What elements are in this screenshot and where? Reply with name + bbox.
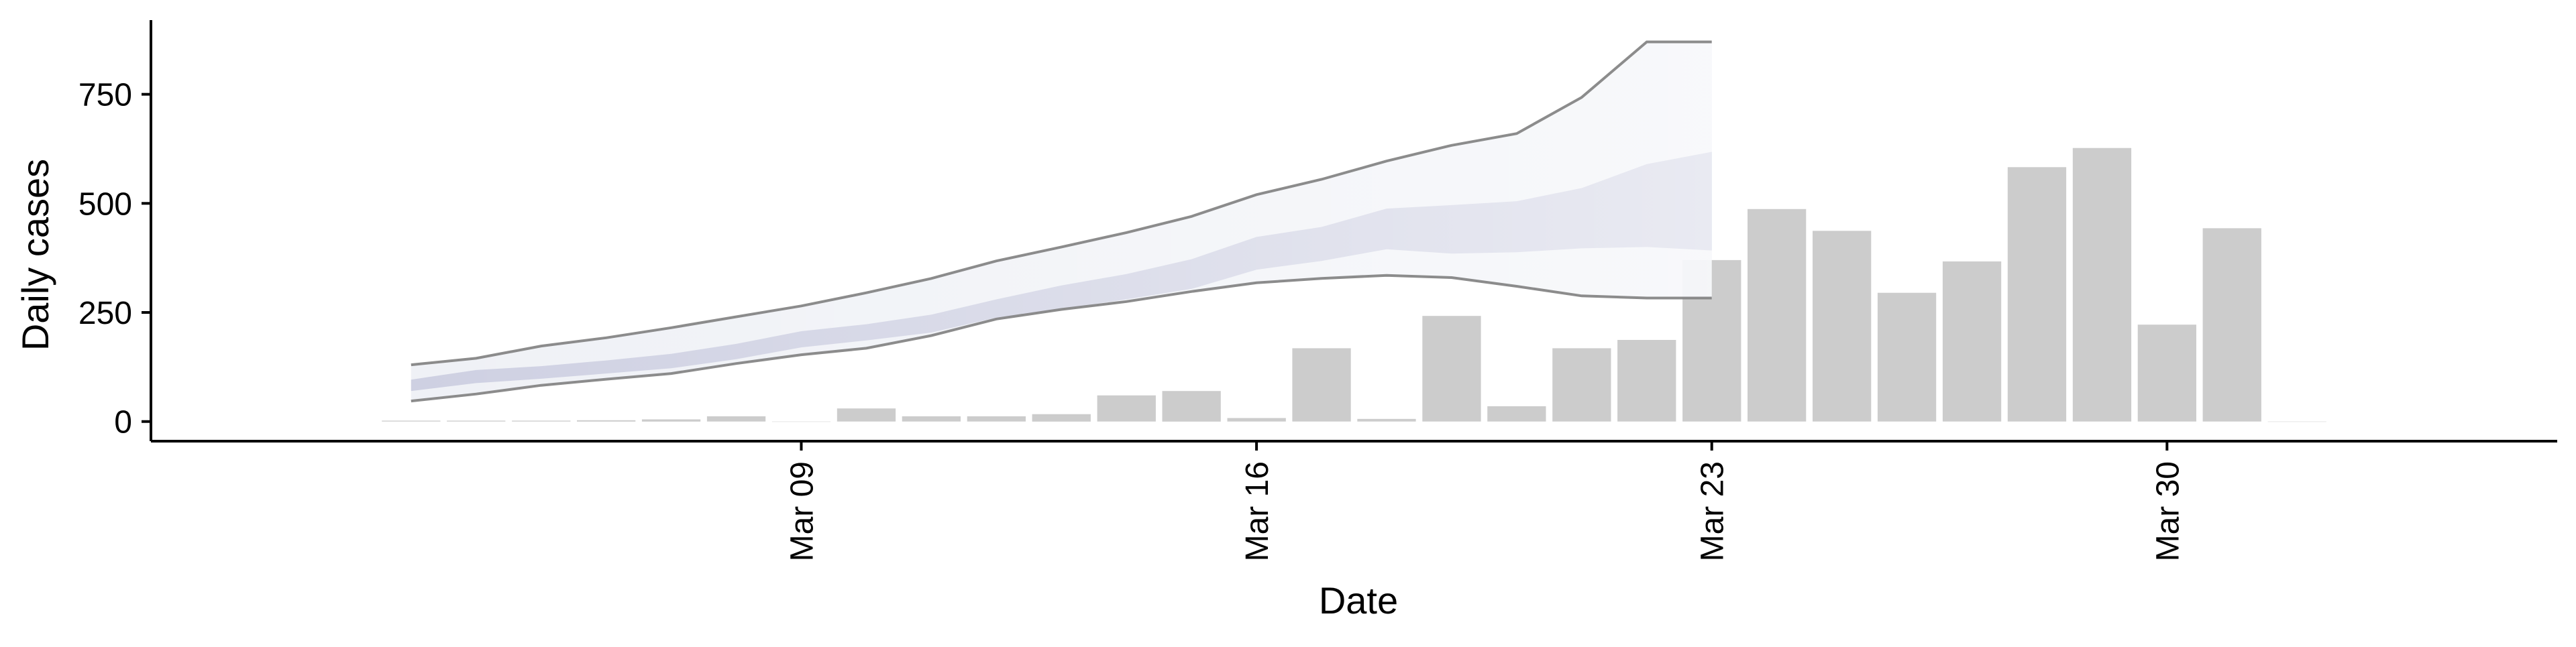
bar [1877,292,1937,422]
bar [2202,228,2261,422]
bar [1292,348,1351,422]
y-tick-label: 750 [78,78,132,113]
bar [447,420,506,422]
bar [1422,316,1481,422]
upper-bound-line [411,40,1712,367]
y-tick-label: 250 [78,296,132,331]
bar [577,420,636,422]
x-tick-label: Mar 09 [785,461,820,561]
bar [1942,261,2002,422]
bar [512,420,571,422]
forecast-layer [411,40,1712,403]
bar [837,408,896,422]
y-tick-label: 500 [78,186,132,222]
bar [2137,325,2196,422]
bar [1227,418,1286,422]
bar [1487,406,1546,422]
bar [2072,148,2132,422]
bar [641,419,701,422]
y-axis-title: Daily cases [14,159,56,351]
bar [1032,414,1091,422]
x-axis-title: Date [1319,579,1398,622]
bar [382,420,441,422]
bar [1552,348,1611,422]
bar [1097,395,1156,422]
bar [1357,418,1416,422]
x-tick-label: Mar 23 [1695,461,1731,561]
bar [967,416,1026,422]
axes-layer: 0 250 500 750 Mar 09 Mar 16 Mar 23 Mar 30 [78,20,2557,561]
bar [1813,231,1872,422]
y-tick-label: 0 [114,405,132,440]
bar [1162,391,1221,422]
lower-bound-line [411,274,1712,403]
bar [1748,209,1807,422]
bars-layer [382,148,2326,422]
bar [902,416,961,422]
bar [2007,167,2067,422]
x-tick-label: Mar 16 [1240,461,1275,561]
bar [1617,340,1676,422]
x-tick-label: Mar 30 [2150,461,2186,561]
forecast-fade-overlay [411,42,1712,402]
bar [706,416,766,422]
